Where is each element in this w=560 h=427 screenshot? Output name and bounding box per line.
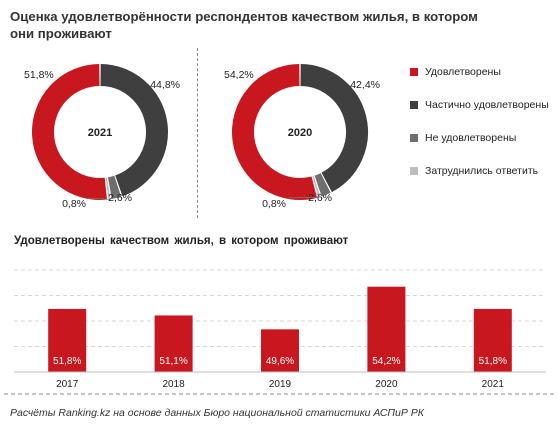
legend-swatch [410, 68, 418, 76]
donut-center-label: 2021 [88, 127, 112, 139]
legend-item-undecided: Затруднились ответить [410, 163, 560, 179]
legend-swatch [410, 134, 418, 142]
donut-data-label-undecided: 0,8% [62, 198, 86, 210]
donut-slice-not-satisfied [107, 175, 122, 199]
bar-2017 [48, 308, 87, 372]
legend-item-satisfied: Удовлетворены [410, 64, 560, 80]
donut-chart-2021: 2021 51,8% 44,8% 2,6% 0,8% [24, 64, 180, 210]
legend-label: Не удовлетворены [425, 132, 517, 144]
bar-chart-title: Удовлетворены качеством жилья, в котором… [14, 235, 349, 247]
donut-data-label-not-satisfied: 2,6% [308, 192, 332, 204]
donut-center-label: 2020 [288, 127, 312, 139]
x-tick-label: 2018 [162, 379, 185, 390]
chart-title: Оценка удовлетворённости респондентов ка… [10, 9, 478, 41]
bar-2018 [154, 315, 193, 372]
legend-label: Частично удовлетворены [425, 99, 549, 111]
bar-2021 [473, 308, 512, 372]
bar-chart: 51,8% 2017 51,1% 2018 49,6% 2019 54,2% 2020 51,8… [4, 269, 556, 395]
bar-2019 [261, 329, 299, 372]
leader-line-not-satisfied [315, 193, 327, 196]
bar-data-label: 54,2% [372, 356, 400, 367]
x-tick-label: 2021 [482, 379, 505, 390]
donut-data-label-satisfied: 51,8% [24, 69, 54, 81]
donut-slice-not-satisfied [314, 172, 331, 197]
legend-label: Удовлетворены [425, 66, 501, 78]
donut-chart-2020: 2020 54,2% 42,4% 2,6% 0,8% [224, 64, 380, 210]
divider [197, 48, 198, 218]
bar-data-label: 51,8% [53, 356, 81, 367]
donut-data-label-not-satisfied: 2,6% [108, 192, 132, 204]
donut-slice-satisfied [232, 64, 318, 200]
legend-label: Затруднились ответить [425, 165, 539, 177]
donut-slice-partial [100, 64, 168, 197]
legend-swatch [410, 101, 418, 109]
bar-data-label: 49,6% [266, 356, 294, 367]
donut-slice-satisfied [32, 64, 107, 200]
leader-line-undecided [87, 197, 110, 200]
donut-data-label-partial: 42,4% [350, 79, 380, 91]
x-tick-label: 2019 [269, 379, 292, 390]
legend-item-partial: Частично удовлетворены [410, 97, 560, 113]
donut-data-label-undecided: 0,8% [262, 198, 286, 210]
bar-data-label: 51,8% [479, 356, 507, 367]
bar-data-label: 51,1% [159, 356, 187, 367]
x-tick-label: 2020 [375, 379, 398, 390]
x-tick-label: 2017 [56, 379, 79, 390]
source-note: Расчёты Ranking.kz на основе данных Бюро… [10, 407, 424, 419]
bar-2020 [367, 286, 406, 372]
legend-item-not-satisfied: Не удовлетворены [410, 130, 560, 146]
legend-swatch [410, 167, 418, 175]
legend: Удовлетворены Частично удовлетворены Не … [410, 64, 560, 196]
leader-line-undecided [287, 196, 320, 199]
donut-slice-partial [300, 64, 368, 193]
donut-data-label-satisfied: 54,2% [224, 69, 254, 81]
donut-data-label-partial: 44,8% [150, 79, 180, 91]
